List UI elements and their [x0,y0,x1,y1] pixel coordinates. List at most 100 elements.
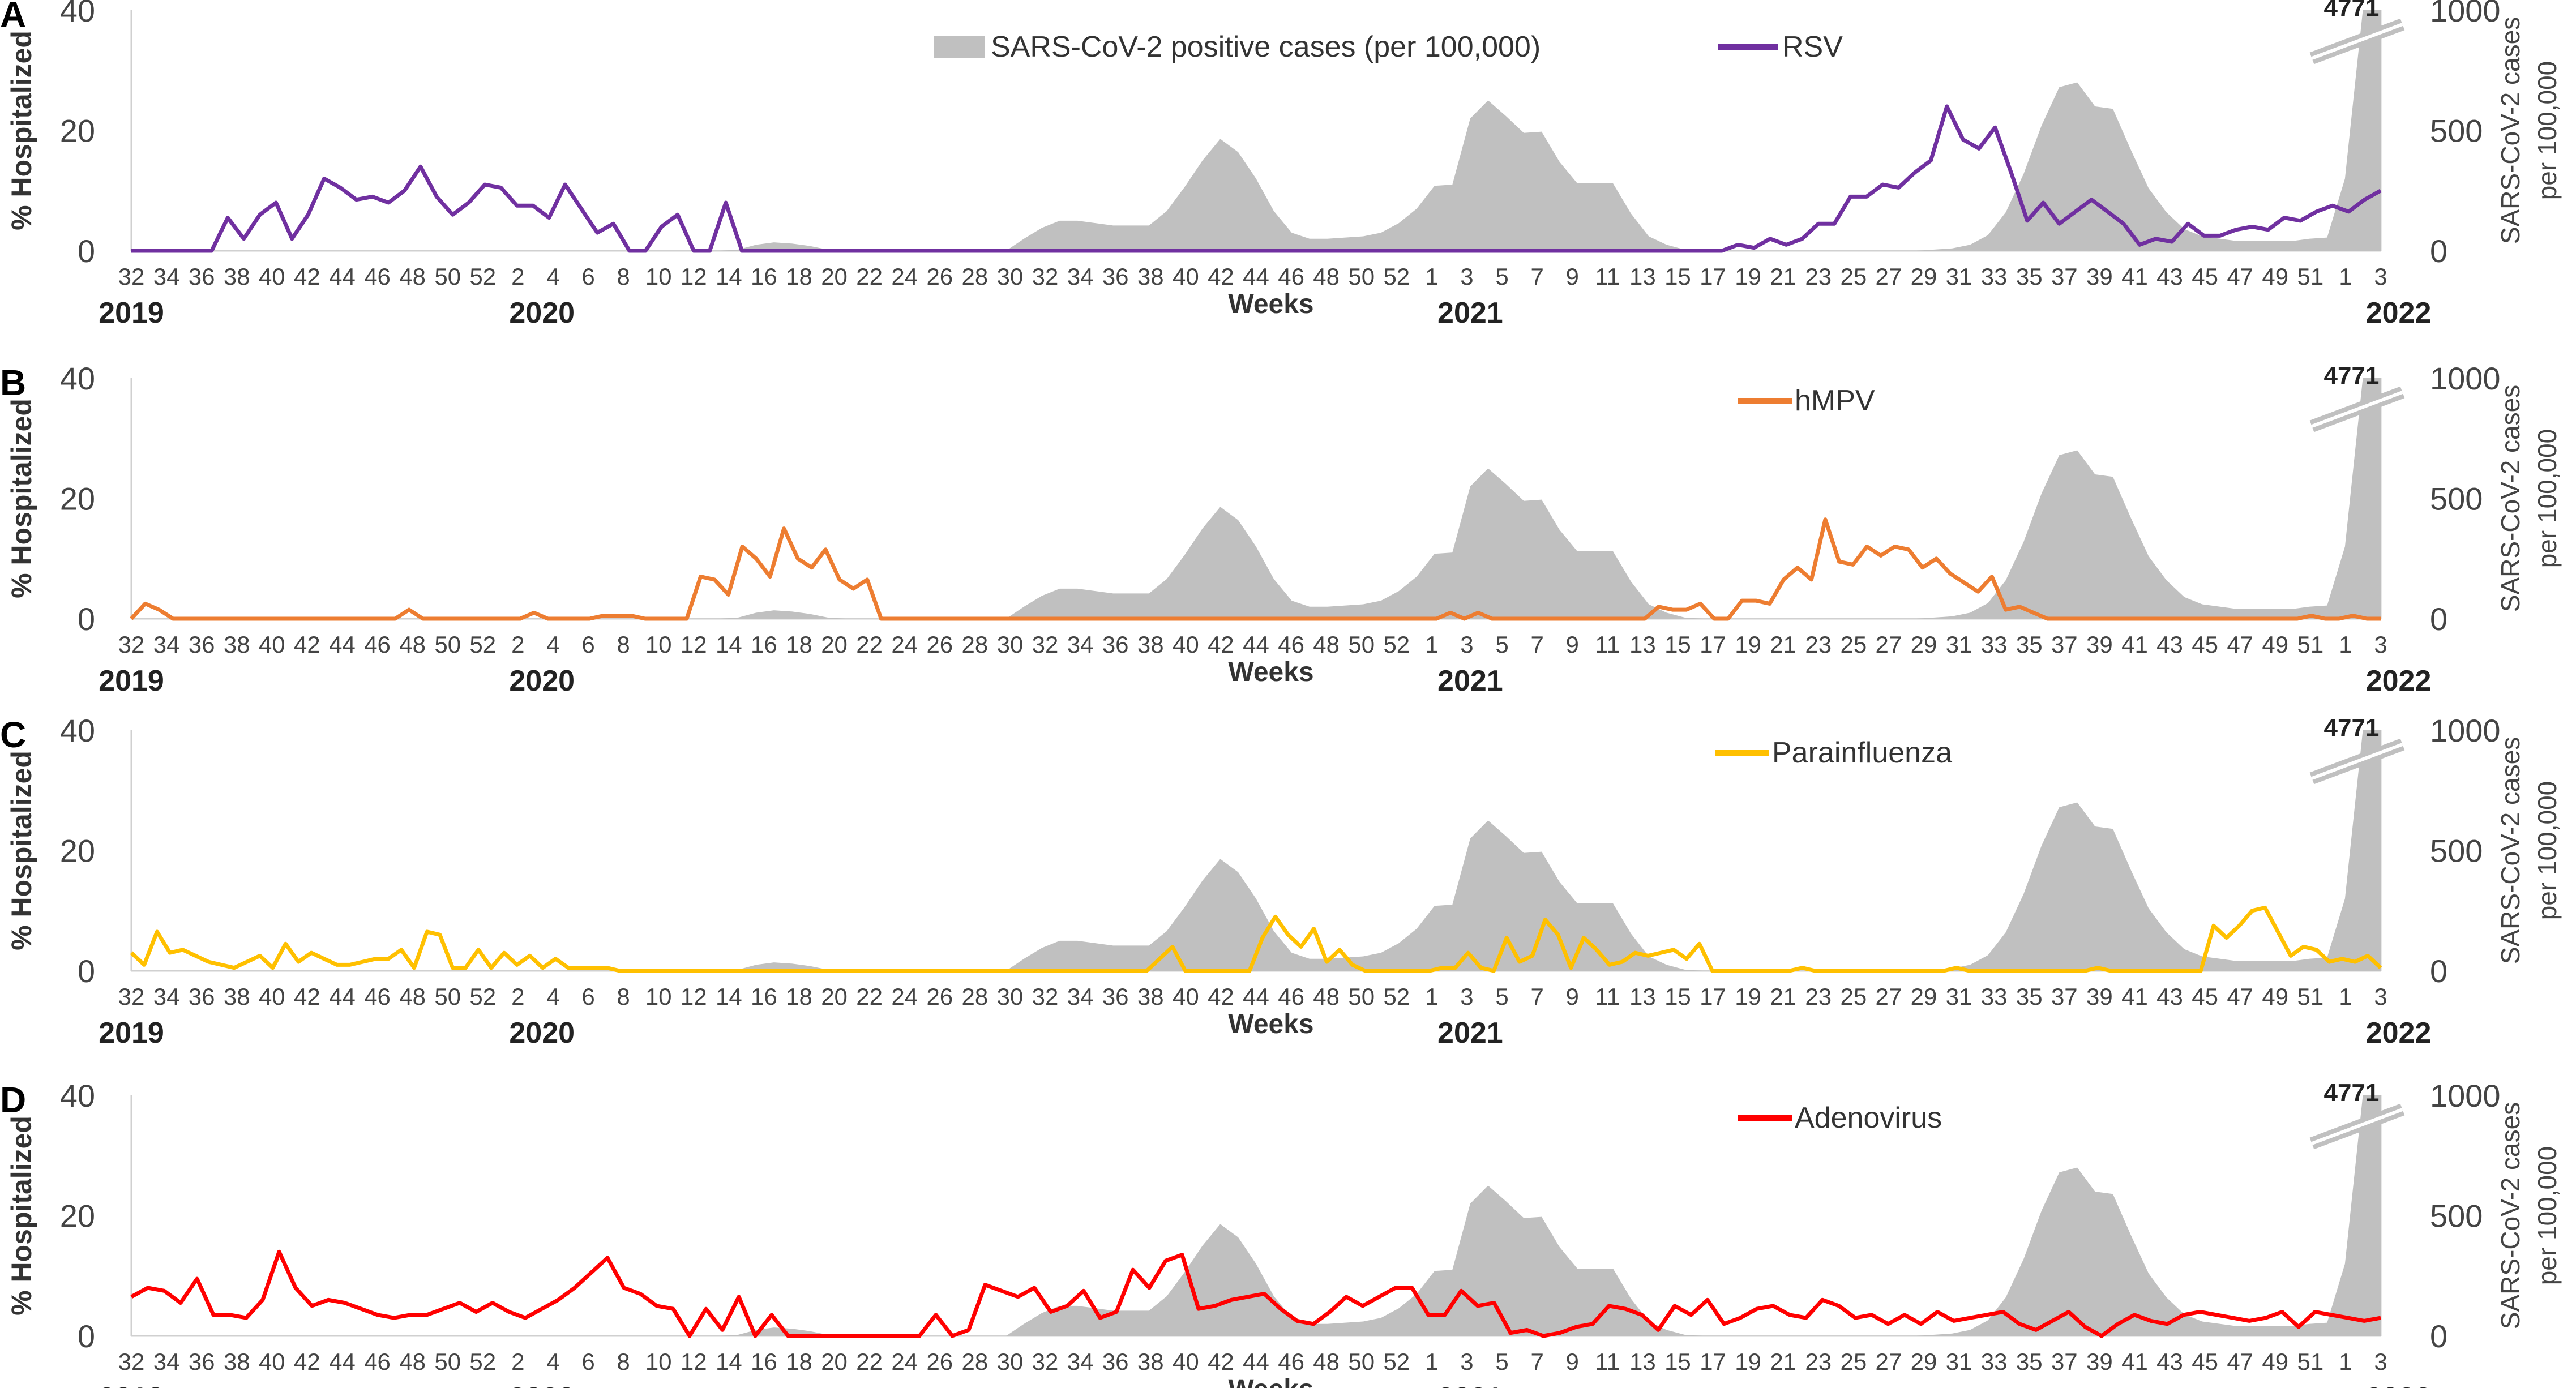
x-tick-label: 36 [189,983,215,1010]
x-tick-label: 22 [856,631,883,658]
x-tick-label: 6 [581,263,594,290]
x-tick-label: 40 [1173,983,1199,1010]
x-tick-label: 43 [2156,631,2183,658]
x-tick-label: 35 [2016,983,2043,1010]
x-tick-label: 34 [1067,1348,1094,1375]
y-left-tick-label: 40 [60,713,95,748]
x-tick-label: 3 [1460,631,1473,658]
x-tick-label: 43 [2156,1348,2183,1375]
axis-break-gap [2311,1108,2403,1145]
x-tick-label: 50 [1348,631,1375,658]
y-left-axis-title: % Hospitalized [6,399,37,598]
x-tick-label: 31 [1946,631,1972,658]
x-tick-label: 50 [434,263,461,290]
y-left-axis-title: % Hospitalized [6,31,37,230]
x-tick-label: 12 [681,263,707,290]
y-right-tick-label: 1000 [2430,0,2501,28]
x-tick-label: 1 [1425,1348,1438,1375]
x-tick-label: 36 [1102,1348,1129,1375]
x-tick-label: 33 [1981,263,2008,290]
sars-cov-2-area [131,1095,2381,1336]
x-tick-label: 11 [1595,983,1620,1010]
x-tick-label: 33 [1981,983,2008,1010]
series-line-hmpv [130,517,2381,621]
sars-cov-2-area [131,378,2381,619]
x-tick-label: 3 [2374,631,2387,658]
x-tick-label: 24 [891,1348,918,1375]
x-tick-label: 48 [1313,263,1340,290]
y-right-axis-title-line2: per 100,000 [2532,61,2562,200]
x-tick-label: 4 [546,263,559,290]
break-value-label: 4771 [2324,1079,2380,1107]
x-tick-label: 3 [1460,263,1473,290]
x-tick-label: 15 [1664,631,1691,658]
x-tick-label: 13 [1629,631,1656,658]
x-tick-label: 40 [1173,1348,1199,1375]
x-tick-label: 44 [1243,631,1269,658]
x-tick-label: 7 [1530,983,1543,1010]
y-left-tick-label: 0 [78,953,95,989]
x-year-label: 2020 [509,1382,575,1388]
y-right-tick-label: 500 [2430,833,2483,869]
x-tick-label: 23 [1805,983,1832,1010]
x-tick-label: 25 [1840,631,1867,658]
x-year-label: 2022 [2366,1382,2432,1388]
x-tick-label: 15 [1664,983,1691,1010]
y-right-tick-label: 0 [2430,953,2447,989]
x-tick-label: 50 [1348,1348,1375,1375]
x-tick-label: 52 [1383,1348,1410,1375]
x-tick-label: 44 [329,1348,356,1375]
y-right-tick-label: 0 [2430,601,2447,637]
x-tick-label: 11 [1595,631,1620,658]
x-tick-label: 52 [1383,631,1410,658]
x-tick-label: 39 [2086,263,2113,290]
x-tick-label: 2 [511,631,524,658]
x-tick-label: 44 [329,983,356,1010]
x-tick-label: 16 [751,631,777,658]
x-tick-label: 31 [1946,263,1972,290]
axis-break-gap [2311,391,2403,428]
x-tick-label: 38 [1137,631,1164,658]
x-tick-label: 30 [997,263,1024,290]
x-tick-label: 27 [1876,983,1902,1010]
x-tick-label: 1 [2339,263,2352,290]
x-tick-label: 33 [1981,1348,2008,1375]
x-tick-label: 7 [1530,263,1543,290]
y-right-tick-label: 0 [2430,233,2447,269]
x-axis-title: Weeks [1228,1009,1313,1039]
x-tick-label: 22 [856,983,883,1010]
x-tick-label: 47 [2227,263,2253,290]
x-tick-label: 9 [1566,263,1579,290]
y-right-tick-label: 1000 [2430,361,2501,396]
x-tick-label: 49 [2262,631,2288,658]
x-tick-label: 49 [2262,263,2288,290]
x-tick-label: 35 [2016,263,2043,290]
x-tick-label: 13 [1629,1348,1656,1375]
legend-label-sars: SARS-CoV-2 positive cases (per 100,000) [991,31,1541,63]
x-tick-label: 44 [1243,263,1269,290]
x-tick-label: 2 [511,263,524,290]
x-tick-label: 37 [2051,983,2078,1010]
x-tick-label: 6 [581,631,594,658]
x-tick-label: 25 [1840,263,1867,290]
x-tick-label: 29 [1911,983,1937,1010]
y-left-axis-title: % Hospitalized [6,751,37,950]
x-tick-label: 49 [2262,1348,2288,1375]
x-tick-label: 30 [997,631,1024,658]
x-tick-label: 44 [1243,983,1269,1010]
x-tick-label: 8 [617,983,630,1010]
sars-cov-2-area [131,10,2381,251]
x-tick-label: 20 [821,983,848,1010]
x-tick-label: 22 [856,1348,883,1375]
x-year-label: 2020 [509,665,575,697]
y-left-tick-label: 0 [78,233,95,269]
x-tick-label: 31 [1946,983,1972,1010]
x-tick-label: 30 [997,983,1024,1010]
x-tick-label: 3 [1460,983,1473,1010]
x-tick-label: 11 [1595,263,1620,290]
x-tick-label: 51 [2297,631,2323,658]
x-tick-label: 29 [1911,263,1937,290]
x-tick-label: 12 [681,983,707,1010]
x-tick-label: 12 [681,1348,707,1375]
legend-label-adenovirus: Adenovirus [1795,1102,1942,1134]
